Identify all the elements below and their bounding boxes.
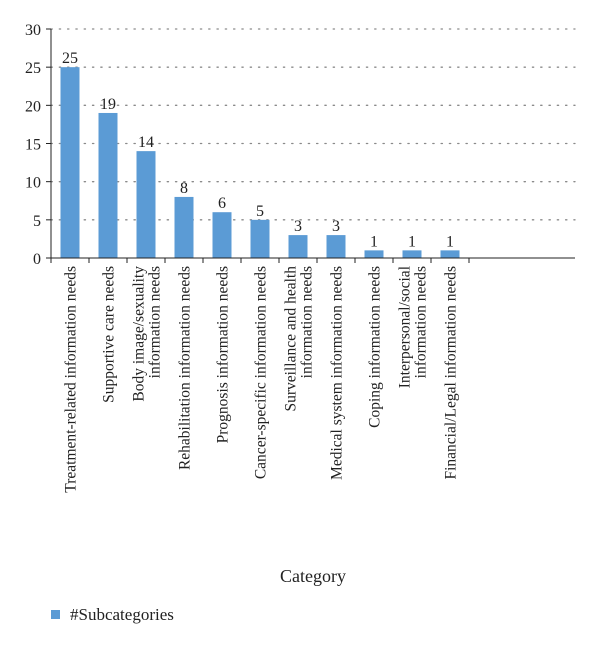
data-label: 3 <box>332 218 340 235</box>
y-tick-label: 5 <box>33 213 41 230</box>
data-label: 1 <box>408 233 416 250</box>
x-tick-label-line: Surveillance and health <box>283 266 300 412</box>
x-tick-label: Medical system information needs <box>329 266 346 480</box>
x-tick-label-line: Rehabilitation information needs <box>177 266 194 470</box>
x-tick-label-line: Medical system information needs <box>329 266 346 480</box>
bar <box>136 151 156 258</box>
y-tick-label: 20 <box>25 98 41 115</box>
x-tick-label: Rehabilitation information needs <box>177 266 194 470</box>
data-labels: 25 19 14 8 6 5 3 3 1 1 1 <box>62 50 454 250</box>
x-tick-label: Treatment-related information needs <box>63 266 80 493</box>
bar <box>364 250 384 258</box>
grid-lines <box>50 28 576 221</box>
data-label: 25 <box>62 50 78 67</box>
x-tick-label-line: Supportive care needs <box>101 266 118 403</box>
x-tick-label-line: information needs <box>413 266 430 378</box>
x-tick-labels: Treatment-related information needs Suppo… <box>63 266 460 493</box>
bar <box>326 235 346 258</box>
y-tick-label: 10 <box>25 175 41 192</box>
bar <box>440 250 460 258</box>
bar <box>174 196 194 258</box>
data-label: 6 <box>218 195 226 212</box>
x-tick-label: Financial/Legal information needs <box>443 266 460 480</box>
x-axis-title: Category <box>280 566 346 586</box>
data-label: 14 <box>138 134 154 151</box>
y-axis: 0 5 10 15 20 25 30 <box>25 22 52 268</box>
x-tick-label-line: Body image/sexuality <box>131 266 148 402</box>
data-label: 19 <box>100 96 116 113</box>
x-axis <box>50 257 575 263</box>
y-tick-label: 0 <box>33 251 41 268</box>
x-tick-label-line: information needs <box>299 266 316 378</box>
x-tick-label: Coping information needs <box>367 266 384 428</box>
x-tick-label: Interpersonal/social information needs <box>397 266 430 388</box>
x-tick-label-line: Financial/Legal information needs <box>443 266 460 480</box>
bar <box>98 112 118 258</box>
x-tick-label-line: Cancer-specific information needs <box>253 266 270 479</box>
data-label: 1 <box>370 233 378 250</box>
x-tick-label: Surveillance and health information needs <box>283 266 316 412</box>
bar <box>212 212 232 258</box>
x-tick-label-line: Interpersonal/social <box>397 266 414 388</box>
legend-swatch <box>51 610 60 619</box>
x-tick-label: Cancer-specific information needs <box>253 266 270 479</box>
bar <box>288 235 308 258</box>
data-label: 3 <box>294 218 302 235</box>
x-tick-label: Supportive care needs <box>101 266 118 403</box>
x-tick-label-line: Prognosis information needs <box>215 266 232 443</box>
y-tick-label: 15 <box>25 137 41 154</box>
legend-label: #Subcategories <box>70 605 174 624</box>
x-tick-label-line: Treatment-related information needs <box>63 266 80 493</box>
y-tick-label: 30 <box>25 22 41 39</box>
x-tick-label: Prognosis information needs <box>215 266 232 443</box>
x-tick-label: Body image/sexuality information needs <box>131 266 164 402</box>
bar <box>60 67 80 259</box>
y-tick-label: 25 <box>25 60 41 77</box>
bars <box>60 67 460 259</box>
x-tick-label-line: Coping information needs <box>367 266 384 428</box>
bar <box>402 250 422 258</box>
x-tick-label-line: information needs <box>147 266 164 378</box>
data-label: 8 <box>180 180 188 197</box>
data-label: 1 <box>446 233 454 250</box>
legend: #Subcategories <box>51 605 174 624</box>
bar <box>250 219 270 258</box>
data-label: 5 <box>256 203 264 220</box>
